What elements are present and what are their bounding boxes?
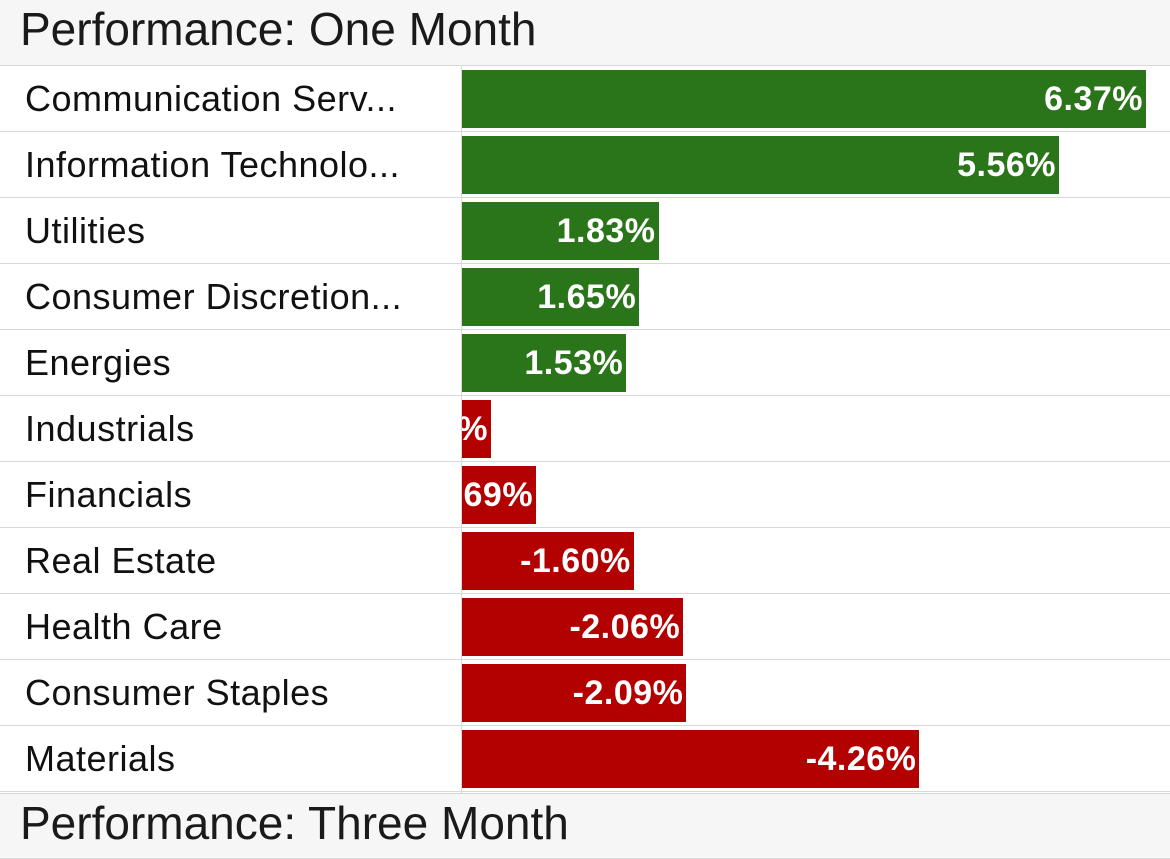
- row: Utilities 1.83%: [0, 198, 1170, 264]
- row: Information Technolo... 5.56%: [0, 132, 1170, 198]
- row: Industrials -0.27%: [0, 396, 1170, 462]
- sector-label: Industrials: [25, 408, 195, 449]
- sector-label: Health Care: [25, 606, 223, 647]
- bar: -0.27%: [462, 400, 491, 458]
- value-label: -4.26%: [805, 739, 917, 778]
- value-label: 6.37%: [1044, 79, 1143, 118]
- sector-label: Consumer Staples: [25, 672, 330, 713]
- section-title: Performance: Three Month: [20, 797, 569, 849]
- sector-label: Financials: [25, 474, 193, 515]
- sector-label: Real Estate: [25, 540, 217, 581]
- row: Energies 1.53%: [0, 330, 1170, 396]
- value-label: -0.27%: [462, 410, 491, 449]
- bar: 1.53%: [462, 334, 627, 392]
- sector-label: Consumer Discretion...: [25, 276, 403, 317]
- bar: -2.09%: [462, 664, 687, 722]
- section-header: Performance: Three Month: [0, 793, 1170, 859]
- bar: -0.69%: [462, 466, 537, 524]
- bar: 6.37%: [462, 70, 1146, 128]
- row: Consumer Staples -2.09%: [0, 660, 1170, 726]
- row: Communication Serv... 6.37%: [0, 66, 1170, 132]
- value-label: -1.60%: [520, 541, 631, 580]
- bar: 1.83%: [462, 202, 659, 260]
- section-title: Performance: One Month: [20, 3, 537, 55]
- sector-label: Communication Serv...: [25, 78, 397, 119]
- sector-label: Materials: [25, 738, 176, 779]
- value-label: 1.83%: [556, 211, 656, 250]
- value-label: -0.69%: [462, 475, 534, 514]
- value-label: -2.06%: [569, 607, 681, 646]
- bar: 5.56%: [462, 136, 1060, 194]
- divider: [461, 66, 462, 793]
- row: Real Estate -1.60%: [0, 528, 1170, 594]
- row: Financials -0.69%: [0, 462, 1170, 528]
- value-label: 1.53%: [524, 343, 624, 382]
- bar: -1.60%: [462, 532, 634, 590]
- bar: -4.26%: [462, 730, 920, 788]
- value-label: -2.09%: [572, 673, 684, 712]
- section-header: Performance: One Month: [0, 0, 1170, 66]
- bar: 1.65%: [462, 268, 640, 326]
- sector-label: Information Technolo...: [25, 144, 401, 185]
- bar: -2.06%: [462, 598, 684, 656]
- sector-label: Utilities: [25, 210, 146, 251]
- row: Consumer Discretion... 1.65%: [0, 264, 1170, 330]
- value-label: 1.65%: [537, 277, 637, 316]
- value-label: 5.56%: [957, 145, 1057, 184]
- row: Health Care -2.06%: [0, 594, 1170, 660]
- row: Materials -4.26%: [0, 726, 1170, 792]
- sector-label: Energies: [25, 342, 172, 383]
